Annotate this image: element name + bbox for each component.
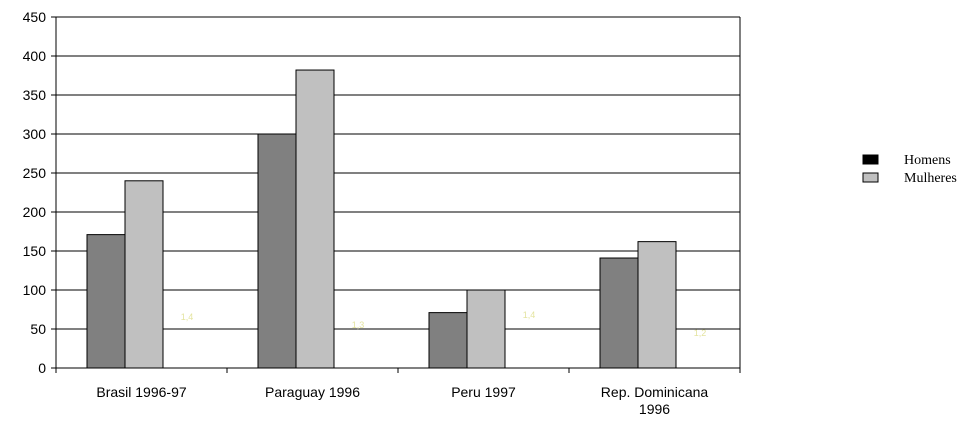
y-tick-label: 450 xyxy=(23,9,47,25)
x-tick-label: Brasil 1996-97 xyxy=(96,384,186,400)
axes xyxy=(55,17,741,373)
bars xyxy=(86,69,677,369)
faint-label: 1,3 xyxy=(352,320,365,330)
y-tick-label: 0 xyxy=(38,360,46,376)
legend-swatch-homens xyxy=(862,154,879,165)
bar-homens-2 xyxy=(428,312,468,369)
x-tick-label-line: 1996 xyxy=(639,401,670,417)
faint-labels: 1,4 1,3 1,4 1,2 xyxy=(181,310,707,338)
legend: Homens Mulheres xyxy=(862,153,957,186)
legend-swatch-mulheres xyxy=(862,172,879,183)
faint-label: 1,4 xyxy=(181,312,194,322)
bar-homens-3 xyxy=(599,257,639,369)
bar-mulheres-3 xyxy=(637,241,677,369)
y-tick-label: 350 xyxy=(23,87,47,103)
x-axis-labels: Brasil 1996-97 Paraguay 1996 Peru 1997 Rep.… xyxy=(96,384,708,417)
x-tick-label-line: Rep. Dominicana xyxy=(601,384,709,400)
x-tick-label-line: Paraguay 1996 xyxy=(265,384,360,400)
bar-mulheres-2 xyxy=(466,289,506,369)
bar-homens-1 xyxy=(257,133,297,369)
bar-mulheres-1 xyxy=(295,69,335,369)
bar-mulheres-0 xyxy=(124,180,164,369)
faint-label: 1,2 xyxy=(694,328,707,338)
y-tick-label: 400 xyxy=(23,48,47,64)
y-axis-ticks: 0 50 100 150 200 250 300 350 400 450 xyxy=(23,9,56,376)
y-tick-label: 300 xyxy=(23,126,47,142)
gridlines xyxy=(56,16,740,330)
x-tick-label: Rep. Dominicana 1996 xyxy=(601,384,709,417)
faint-label: 1,4 xyxy=(523,310,536,320)
y-tick-label: 150 xyxy=(23,243,47,259)
bar-homens-0 xyxy=(86,234,126,369)
legend-label-homens: Homens xyxy=(904,153,951,168)
x-tick-label: Paraguay 1996 xyxy=(265,384,360,400)
x-tick-label: Peru 1997 xyxy=(451,384,516,400)
legend-label-mulheres: Mulheres xyxy=(904,171,957,186)
y-tick-label: 200 xyxy=(23,204,47,220)
x-tick-label-line: Peru 1997 xyxy=(451,384,516,400)
x-tick-label-line: Brasil 1996-97 xyxy=(96,384,186,400)
y-tick-label: 100 xyxy=(23,282,47,298)
y-tick-label: 50 xyxy=(30,321,46,337)
y-tick-label: 250 xyxy=(23,165,47,181)
